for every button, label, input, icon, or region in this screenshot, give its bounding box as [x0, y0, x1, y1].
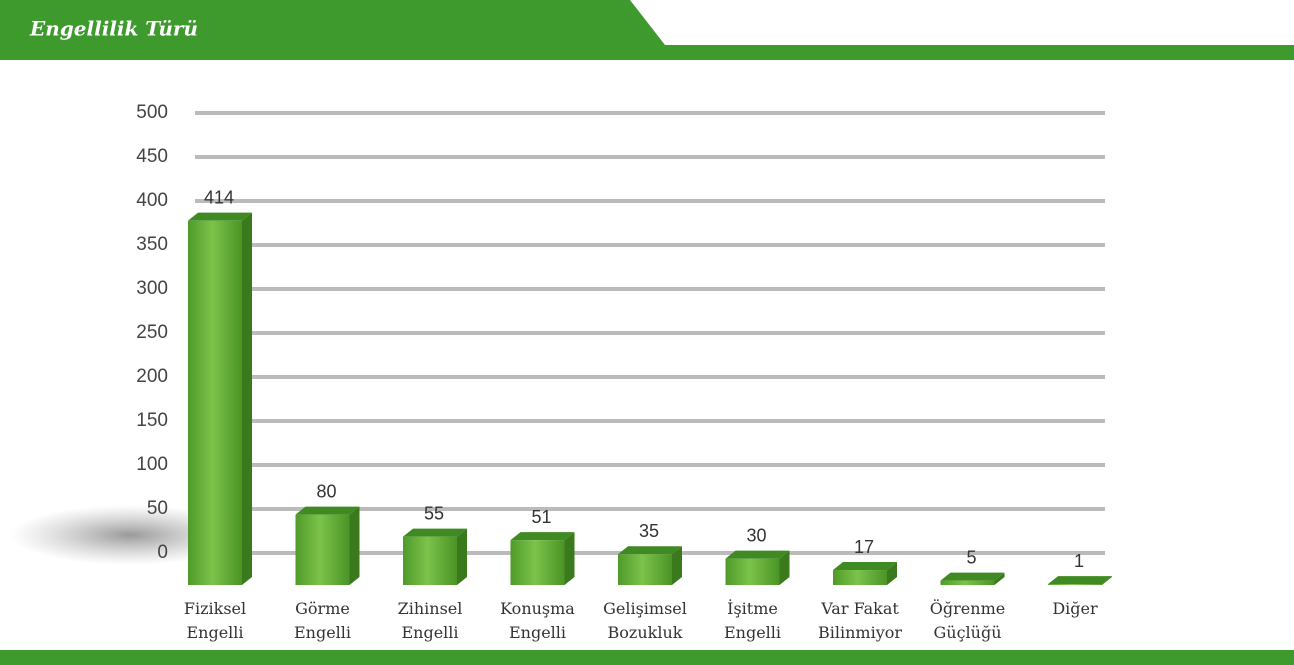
- bar-top: [833, 562, 897, 571]
- y-tick-label: 500: [136, 102, 168, 123]
- y-tick-label: 350: [136, 234, 168, 255]
- x-tick-label-line: Konuşma: [500, 599, 575, 618]
- x-tick-label-line: Öğrenme: [930, 598, 1005, 618]
- x-tick-label-line: Engelli: [401, 623, 458, 642]
- bar-top: [618, 546, 682, 555]
- y-tick-label: 50: [147, 498, 168, 519]
- bar: [295, 514, 350, 585]
- bar-side: [887, 562, 897, 585]
- bar: [725, 558, 780, 585]
- x-tick-label-line: Bozukluk: [608, 623, 683, 642]
- bar-side: [242, 212, 252, 585]
- y-tick-label: 0: [157, 542, 168, 563]
- bar: [1048, 584, 1102, 585]
- x-tick-label: Fiziksel Engelli: [184, 599, 246, 642]
- bar: [510, 540, 565, 585]
- y-tick-label: 100: [136, 454, 168, 475]
- bar-side: [457, 528, 467, 585]
- x-tick-label-line: İşitme: [727, 598, 778, 618]
- y-tick-label: 400: [136, 190, 168, 211]
- x-tick-label-line: Engelli: [294, 623, 351, 642]
- bar-top: [403, 528, 467, 537]
- x-tick-label-line: Bilinmiyor: [818, 623, 902, 642]
- bar-top: [188, 212, 252, 221]
- bar: [940, 580, 995, 585]
- bar-side: [672, 546, 682, 585]
- value-label: 51: [531, 507, 551, 527]
- bar-side: [994, 572, 1005, 585]
- x-tick-label: Diğer: [1052, 599, 1098, 618]
- bar-side: [779, 550, 790, 585]
- x-tick-label-line: Engelli: [509, 623, 566, 642]
- y-tick-label: 200: [136, 366, 168, 387]
- value-label: 5: [966, 547, 976, 567]
- bar-side: [1102, 576, 1112, 585]
- bar-top: [295, 506, 360, 515]
- value-label: 17: [854, 537, 874, 557]
- bar: [403, 536, 457, 585]
- bar-top: [1048, 576, 1112, 585]
- x-tick-label-line: Diğer: [1052, 599, 1098, 618]
- bar: [188, 220, 242, 585]
- bar-side: [349, 506, 360, 585]
- x-tick-label: Konuşma Engelli: [500, 599, 575, 642]
- footer-bar: [0, 650, 1294, 665]
- y-tick-label: 250: [136, 322, 168, 343]
- chart-title: Engellilik Türü: [29, 17, 198, 41]
- x-tick-label: Öğrenme Güçlüğü: [930, 598, 1005, 642]
- bar-top: [725, 550, 790, 559]
- value-label: 1: [1074, 551, 1084, 571]
- header-bar: [0, 0, 1294, 60]
- bar-side: [564, 532, 575, 585]
- y-tick-label: 450: [136, 146, 168, 167]
- x-tick-label-line: Gelişimsel: [603, 599, 687, 618]
- x-tick-label: Gelişimsel Bozukluk: [603, 599, 687, 642]
- bar-top: [510, 532, 575, 541]
- x-tick-label-line: Var Fakat: [820, 599, 899, 618]
- value-label: 35: [639, 521, 659, 541]
- x-tick-label-line: Güçlüğü: [933, 623, 1001, 642]
- y-tick-label: 300: [136, 278, 168, 299]
- value-label: 414: [204, 187, 234, 207]
- bar: [618, 554, 672, 585]
- x-tick-label-line: Fiziksel: [184, 599, 246, 618]
- x-tick-label: Görme Engelli: [294, 599, 351, 642]
- x-tick-label: Var Fakat Bilinmiyor: [818, 599, 902, 642]
- value-label: 30: [746, 525, 766, 545]
- value-label: 80: [316, 481, 336, 501]
- x-tick-label-line: Görme: [295, 599, 350, 618]
- x-tick-label: Zihinsel Engelli: [398, 599, 463, 642]
- x-tick-label-line: Zihinsel: [398, 599, 463, 618]
- x-tick-label: İşitme Engelli: [724, 598, 781, 642]
- value-label: 55: [424, 503, 444, 523]
- bar-top: [940, 572, 1005, 581]
- x-tick-label-line: Engelli: [724, 623, 781, 642]
- bar: [833, 570, 887, 585]
- x-tick-label-line: Engelli: [186, 623, 243, 642]
- y-tick-label: 150: [136, 410, 168, 431]
